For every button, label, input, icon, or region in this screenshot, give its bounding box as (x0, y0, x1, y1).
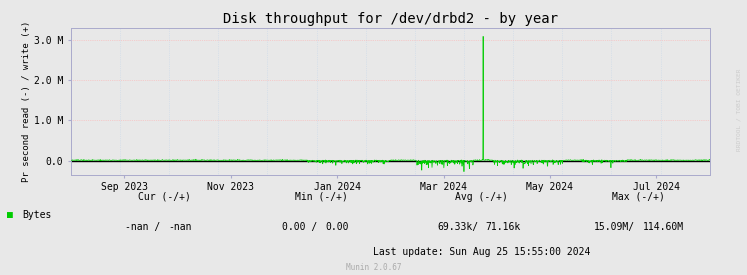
Text: RRDTOOL / TOBI OETIKER: RRDTOOL / TOBI OETIKER (737, 69, 742, 151)
Text: 0.00: 0.00 (325, 222, 348, 232)
Text: 69.33k/: 69.33k/ (437, 222, 478, 232)
Text: 0.00 /: 0.00 / (282, 222, 317, 232)
Title: Disk throughput for /dev/drbd2 - by year: Disk throughput for /dev/drbd2 - by year (223, 12, 558, 26)
Text: Bytes: Bytes (22, 210, 52, 219)
Text: Avg (-/+): Avg (-/+) (456, 192, 508, 202)
Text: -nan /: -nan / (125, 222, 161, 232)
Text: Min (-/+): Min (-/+) (295, 192, 347, 202)
Text: -nan: -nan (168, 222, 191, 232)
Y-axis label: Pr second read (-) / write (+): Pr second read (-) / write (+) (22, 20, 31, 182)
Text: 114.60M: 114.60M (642, 222, 684, 232)
Text: 15.09M/: 15.09M/ (594, 222, 635, 232)
Text: ■: ■ (7, 210, 13, 219)
Text: Munin 2.0.67: Munin 2.0.67 (346, 263, 401, 272)
Text: Max (-/+): Max (-/+) (613, 192, 665, 202)
Text: Cur (-/+): Cur (-/+) (138, 192, 190, 202)
Text: Last update: Sun Aug 25 15:55:00 2024: Last update: Sun Aug 25 15:55:00 2024 (374, 247, 590, 257)
Text: 71.16k: 71.16k (486, 222, 521, 232)
